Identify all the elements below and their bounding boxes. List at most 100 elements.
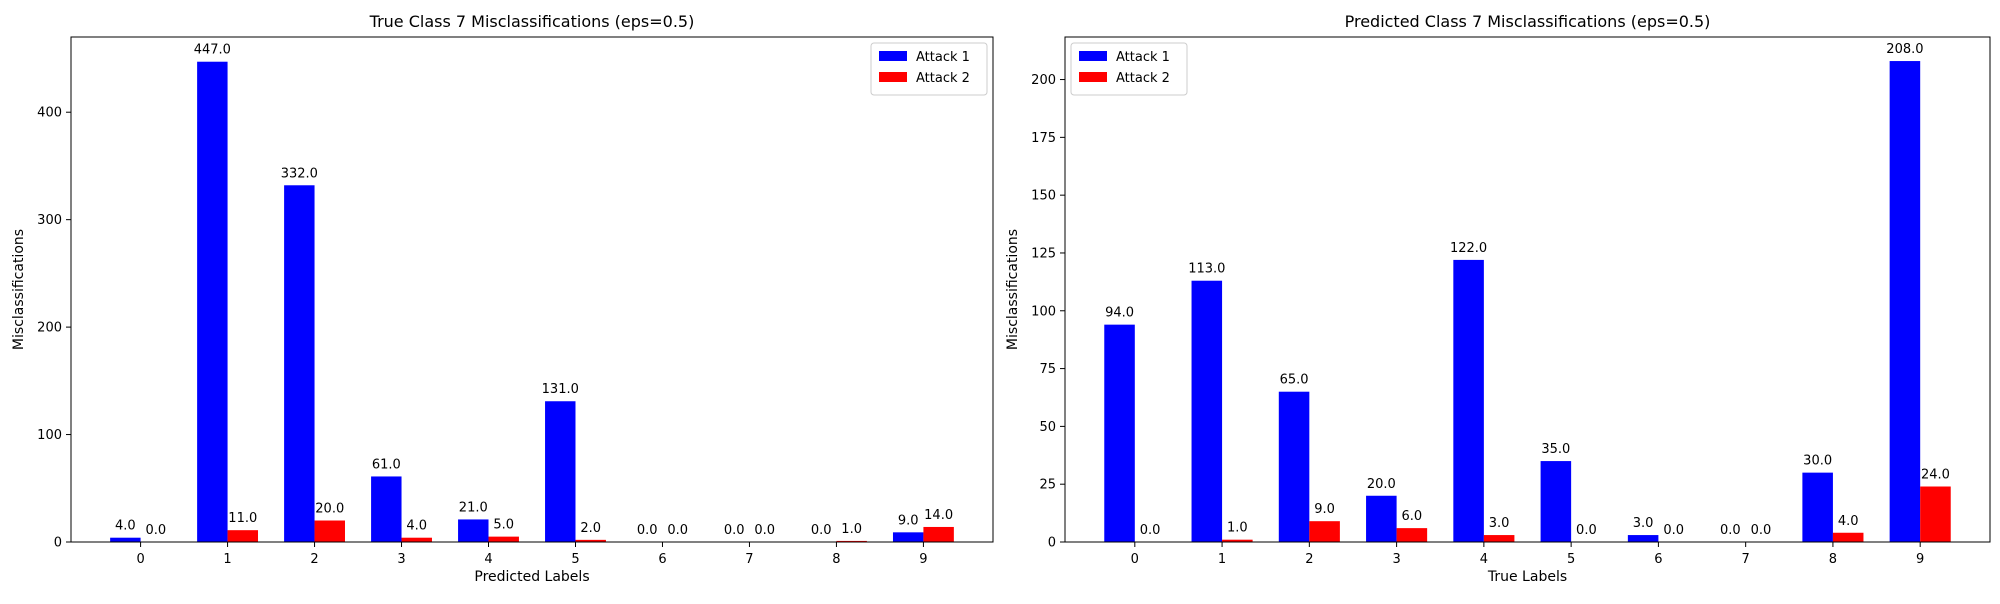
legend-swatch — [879, 51, 907, 61]
bar-value-label: 0.0 — [1576, 523, 1597, 538]
bar-value-label: 0.0 — [724, 523, 745, 538]
bar-value-label: 4.0 — [406, 519, 427, 534]
x-tick-label: 6 — [1654, 552, 1662, 567]
bar-value-label: 131.0 — [542, 382, 579, 397]
bar-attack1 — [1802, 472, 1833, 542]
bar-attack2 — [1920, 486, 1951, 542]
bar-value-label: 65.0 — [1280, 373, 1309, 388]
bar-attack2 — [836, 540, 867, 542]
x-tick-label: 4 — [484, 552, 492, 567]
bar-value-label: 35.0 — [1541, 442, 1570, 457]
bar-attack2 — [314, 520, 345, 542]
x-tick-label: 8 — [832, 552, 840, 567]
y-tick-label: 150 — [1031, 189, 1056, 204]
x-tick-label: 7 — [1742, 552, 1750, 567]
bar-value-label: 332.0 — [281, 166, 318, 181]
legend-label: Attack 1 — [1116, 50, 1170, 65]
bar-value-label: 0.0 — [1751, 523, 1772, 538]
x-tick-label: 9 — [919, 552, 927, 567]
bar-value-label: 3.0 — [1633, 516, 1654, 531]
bar-attack1 — [197, 61, 228, 542]
bar-attack1 — [1540, 461, 1572, 542]
bar-value-label: 208.0 — [1886, 42, 1923, 57]
bar-value-label: 0.0 — [1720, 523, 1741, 538]
y-tick-label: 0 — [1048, 536, 1056, 551]
bar-value-label: 20.0 — [1367, 477, 1396, 492]
bar-value-label: 2.0 — [580, 521, 601, 536]
x-tick-label: 0 — [136, 552, 144, 567]
axes-frame — [70, 36, 994, 543]
y-tick-label: 175 — [1031, 131, 1056, 146]
x-tick-label: 9 — [1916, 552, 1924, 567]
bar-attack1 — [110, 537, 141, 542]
bar-value-label: 0.0 — [637, 523, 658, 538]
bar-attack1 — [1889, 61, 1921, 543]
axes-frame — [1064, 36, 1991, 543]
x-tick-label: 2 — [310, 552, 318, 567]
bar-value-label: 447.0 — [194, 43, 231, 58]
x-tick-label: 2 — [1305, 552, 1313, 567]
bar-attack2 — [227, 530, 259, 542]
x-tick-label: 6 — [658, 552, 666, 567]
x-axis-label: True Labels — [1487, 569, 1567, 585]
x-tick-label: 3 — [1392, 552, 1400, 567]
bar-value-label: 20.0 — [315, 502, 344, 517]
bar-attack2 — [401, 537, 432, 542]
y-tick-label: 200 — [1031, 73, 1056, 88]
bar-attack2 — [1832, 532, 1864, 542]
bar-value-label: 30.0 — [1803, 454, 1832, 469]
x-tick-label: 7 — [745, 552, 753, 567]
bar-attack1 — [1366, 495, 1397, 542]
bar-value-label: 11.0 — [228, 511, 257, 526]
bar-attack2 — [1483, 535, 1515, 542]
legend-label: Attack 2 — [916, 71, 970, 86]
bar-value-label: 14.0 — [924, 508, 953, 523]
bar-value-label: 0.0 — [145, 523, 166, 538]
bar-value-label: 24.0 — [1921, 468, 1950, 483]
bar-attack2 — [1309, 521, 1340, 542]
bar-value-label: 6.0 — [1402, 509, 1423, 524]
chart-title: True Class 7 Misclassifications (eps=0.5… — [369, 12, 695, 31]
legend: Attack 1 Attack 2 — [1070, 42, 1188, 96]
bar-attack1 — [371, 476, 402, 542]
bar-attack2 — [575, 539, 606, 542]
y-tick-label: 300 — [37, 213, 62, 228]
bar-value-label: 1.0 — [1227, 521, 1248, 536]
bar-attack1 — [1453, 259, 1484, 542]
bar-attack1 — [1278, 391, 1310, 542]
x-tick-label: 5 — [1567, 552, 1575, 567]
bar-value-label: 4.0 — [115, 519, 136, 534]
bar-value-label: 0.0 — [1140, 523, 1161, 538]
bar-attack1 — [1191, 280, 1223, 542]
x-axis-label: Predicted Labels — [474, 569, 589, 585]
bar-value-label: 0.0 — [667, 523, 688, 538]
x-tick-label: 0 — [1131, 552, 1139, 567]
y-tick-label: 75 — [1039, 362, 1056, 377]
bar-attack1 — [458, 519, 489, 542]
legend-swatch — [1079, 51, 1107, 61]
bar-value-label: 5.0 — [493, 518, 514, 533]
legend-swatch — [879, 72, 907, 82]
x-tick-label: 1 — [223, 552, 231, 567]
chart-title: Predicted Class 7 Misclassifications (ep… — [1345, 12, 1711, 31]
bar-value-label: 1.0 — [841, 522, 862, 537]
y-tick-label: 0 — [54, 536, 62, 551]
x-tick-label: 1 — [1218, 552, 1226, 567]
bar-attack1 — [1627, 535, 1659, 542]
y-tick-label: 25 — [1039, 478, 1056, 493]
bar-attack1 — [892, 532, 924, 542]
bar-attack1 — [545, 401, 576, 542]
chart-1: True Class 7 Misclassifications (eps=0.5… — [11, 12, 994, 585]
bar-attack2 — [488, 536, 519, 542]
bar-value-label: 122.0 — [1450, 241, 1487, 256]
y-tick-label: 400 — [37, 106, 62, 121]
bar-value-label: 113.0 — [1188, 262, 1225, 277]
bar-attack1 — [1104, 324, 1135, 542]
bar-attack2 — [1396, 528, 1428, 542]
y-tick-label: 50 — [1039, 420, 1056, 435]
y-tick-label: 100 — [1031, 304, 1056, 319]
bar-attack2 — [1222, 539, 1253, 542]
bar-value-label: 94.0 — [1105, 306, 1134, 321]
